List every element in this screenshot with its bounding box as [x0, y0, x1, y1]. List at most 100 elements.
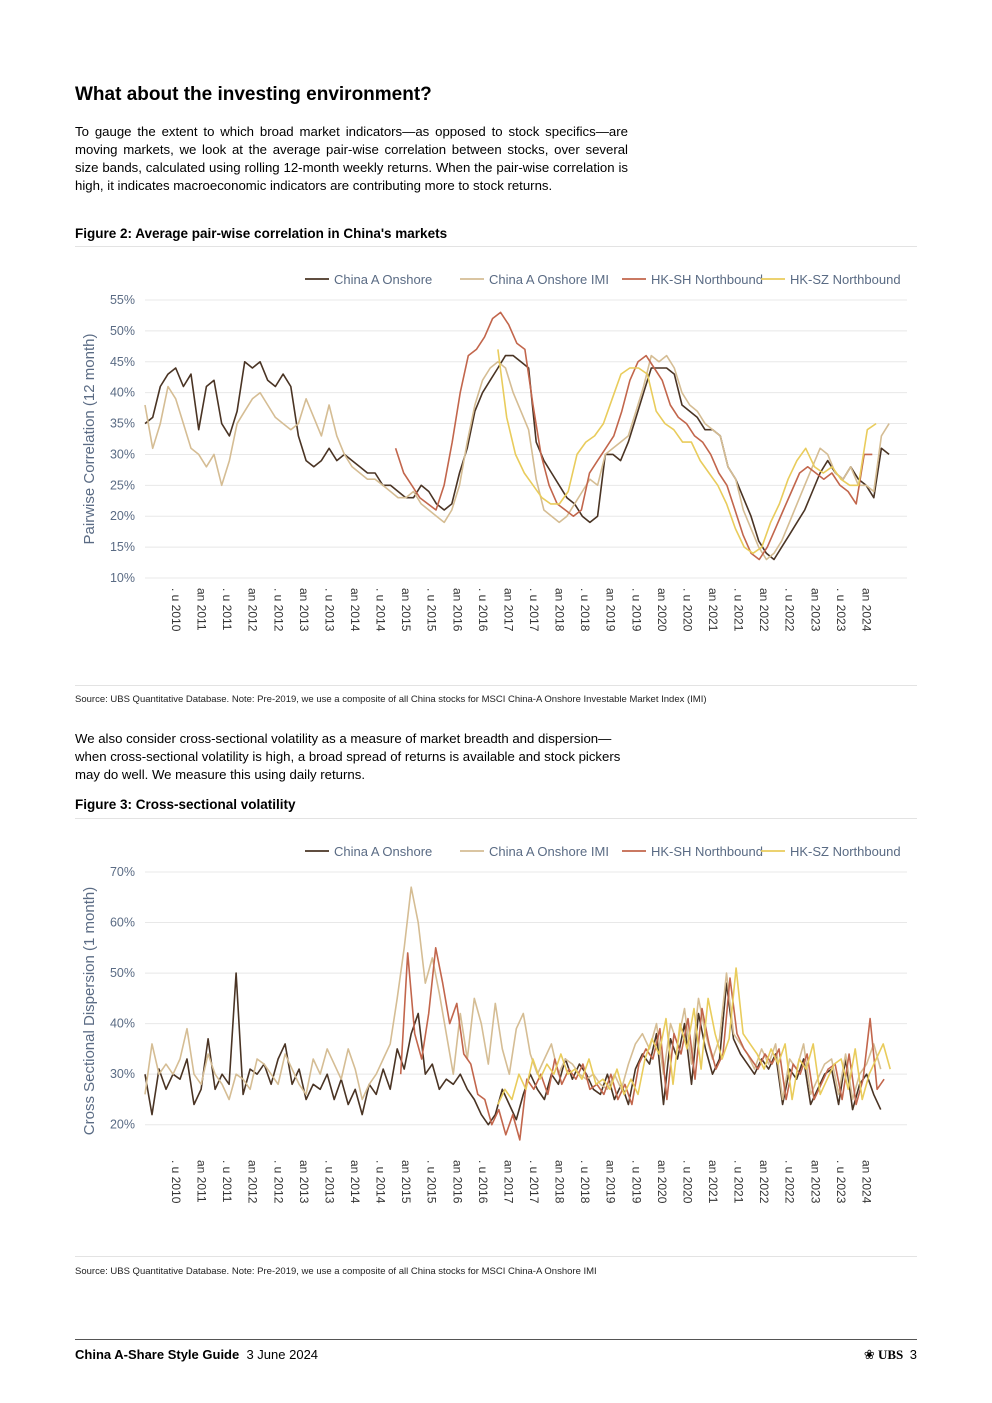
- figure3-bottom-rule: [75, 1256, 917, 1257]
- x-tick-label: an 2019: [604, 588, 618, 632]
- figure2-title: Figure 2: Average pair-wise correlation …: [75, 226, 448, 241]
- y-tick-label: 40%: [110, 386, 135, 400]
- footer-doc-title: China A-Share Style Guide: [75, 1347, 240, 1362]
- series-line: [394, 311, 873, 561]
- figure3-source: Source: UBS Quantitative Database. Note:…: [75, 1266, 597, 1277]
- y-tick-label: 50%: [110, 324, 135, 338]
- y-tick-label: 35%: [110, 417, 135, 431]
- x-tick-label: . u 2019: [629, 588, 643, 632]
- x-tick-label: an 2012: [246, 588, 260, 632]
- y-tick-label: 20%: [110, 509, 135, 523]
- legend-label: China A Onshore IMI: [489, 844, 609, 859]
- x-tick-label: . u 2012: [271, 1160, 285, 1204]
- x-tick-label: an 2013: [297, 1160, 311, 1204]
- figure2-source: Source: UBS Quantitative Database. Note:…: [75, 694, 707, 705]
- x-tick-label: an 2011: [195, 588, 209, 631]
- middle-paragraph: We also consider cross-sectional volatil…: [75, 731, 621, 782]
- x-tick-label: an 2016: [450, 1160, 464, 1204]
- x-tick-label: . u 2017: [527, 588, 541, 632]
- x-tick-label: an 2014: [348, 1160, 362, 1204]
- legend-label: HK-SZ Northbound: [790, 272, 901, 287]
- x-tick-label: an 2016: [450, 588, 464, 632]
- x-tick-label: an 2018: [553, 1160, 567, 1204]
- x-tick-label: . u 2022: [783, 1160, 797, 1204]
- footer-date: 3 June 2024: [246, 1347, 319, 1362]
- footer-brand: ❀ UBS 3: [864, 1347, 917, 1363]
- x-tick-label: . u 2023: [834, 1160, 848, 1204]
- x-tick-label: an 2018: [553, 588, 567, 632]
- x-tick-label: an 2013: [297, 588, 311, 632]
- x-tick-label: an 2015: [399, 588, 413, 632]
- page-heading: What about the investing environment?: [75, 84, 432, 105]
- legend-label: China A Onshore: [334, 272, 432, 287]
- series-line: [399, 947, 885, 1141]
- x-tick-label: . u 2013: [322, 588, 336, 632]
- y-tick-label: 25%: [110, 478, 135, 492]
- intro-paragraph: To gauge the extent to which broad marke…: [75, 124, 628, 193]
- x-tick-label: . u 2010: [169, 588, 183, 632]
- x-tick-label: an 2014: [348, 588, 362, 632]
- x-tick-label: an 2012: [246, 1160, 260, 1204]
- legend-label: China A Onshore: [334, 844, 432, 859]
- y-tick-label: 15%: [110, 540, 135, 554]
- x-tick-label: an 2020: [655, 1160, 669, 1204]
- y-tick-label: 50%: [110, 966, 135, 980]
- x-tick-label: . u 2022: [783, 588, 797, 632]
- series-line: [497, 967, 891, 1105]
- x-tick-label: . u 2010: [169, 1160, 183, 1204]
- x-tick-label: an 2024: [859, 588, 873, 632]
- x-tick-label: . u 2020: [680, 1160, 694, 1204]
- correlation-chart: China A Onshore China A Onshore IMI HK-SH …: [81, 272, 907, 632]
- x-tick-label: an 2022: [757, 588, 771, 632]
- y-axis-title: Cross Sectional Dispersion (1 month): [81, 887, 98, 1135]
- footer-page-number: 3: [909, 1347, 917, 1362]
- x-tick-label: . u 2014: [374, 1160, 388, 1204]
- x-tick-label: . u 2016: [476, 588, 490, 632]
- x-tick-label: . u 2021: [732, 588, 746, 632]
- x-tick-label: an 2017: [501, 588, 515, 632]
- x-tick-label: an 2023: [808, 588, 822, 632]
- x-tick-label: an 2015: [399, 1160, 413, 1204]
- y-axis-title: Pairwise Correlation (12 month): [81, 334, 98, 545]
- x-tick-label: an 2011: [195, 1160, 209, 1203]
- y-tick-label: 20%: [110, 1118, 135, 1132]
- legend-label: HK-SZ Northbound: [790, 844, 901, 859]
- x-tick-label: . u 2021: [732, 1160, 746, 1204]
- x-tick-label: . u 2020: [680, 588, 694, 632]
- series-line: [144, 886, 882, 1101]
- ubs-keys-icon: ❀: [863, 1347, 875, 1362]
- x-tick-label: an 2020: [655, 588, 669, 632]
- y-tick-label: 45%: [110, 355, 135, 369]
- x-tick-label: . u 2016: [476, 1160, 490, 1204]
- footer-rule: [75, 1339, 917, 1340]
- x-tick-label: . u 2013: [322, 1160, 336, 1204]
- x-tick-label: . u 2011: [220, 588, 234, 631]
- footer-brand-name: UBS: [877, 1347, 904, 1362]
- x-tick-label: . u 2018: [578, 1160, 592, 1204]
- y-tick-label: 30%: [110, 1067, 135, 1081]
- x-tick-label: . u 2018: [578, 588, 592, 632]
- x-tick-label: . u 2015: [425, 1160, 439, 1204]
- y-tick-label: 40%: [110, 1017, 135, 1031]
- legend-label: HK-SH Northbound: [651, 844, 763, 859]
- x-tick-label: an 2023: [808, 1160, 822, 1204]
- y-tick-label: 55%: [110, 293, 135, 307]
- figure3-top-rule: [75, 818, 917, 819]
- y-tick-label: 10%: [110, 571, 135, 585]
- x-tick-label: an 2022: [757, 1160, 771, 1204]
- x-tick-label: . u 2011: [220, 1160, 234, 1203]
- x-tick-label: an 2021: [706, 588, 720, 632]
- series-line: [144, 354, 890, 561]
- series-line: [144, 972, 882, 1126]
- figure2-top-rule: [75, 246, 917, 247]
- dispersion-chart: China A Onshore China A Onshore IMI HK-SH …: [81, 844, 907, 1204]
- figure2-bottom-rule: [75, 685, 917, 686]
- x-tick-label: . u 2012: [271, 588, 285, 632]
- series-line: [497, 349, 877, 555]
- y-tick-label: 60%: [110, 916, 135, 930]
- x-tick-label: an 2019: [604, 1160, 618, 1204]
- footer: China A-Share Style Guide 3 June 2024: [75, 1347, 318, 1362]
- legend-label: HK-SH Northbound: [651, 272, 763, 287]
- legend-label: China A Onshore IMI: [489, 272, 609, 287]
- figure3-title: Figure 3: Cross-sectional volatility: [75, 797, 296, 812]
